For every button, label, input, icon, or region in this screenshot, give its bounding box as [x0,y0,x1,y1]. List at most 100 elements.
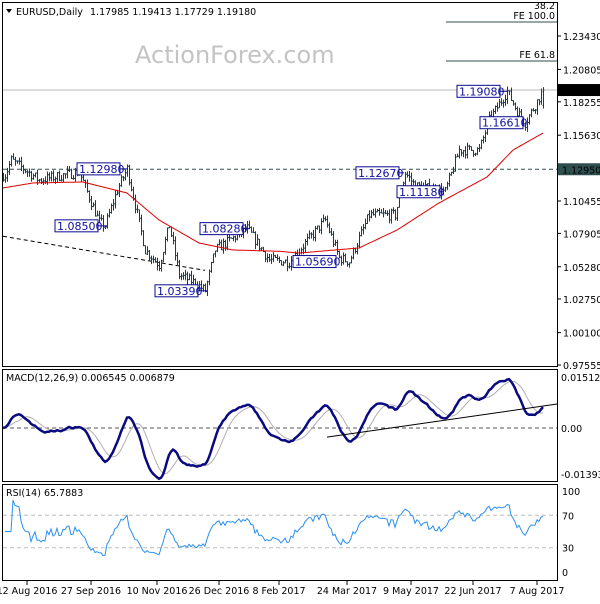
label-text: 1.11180 [399,186,445,199]
label-box [154,284,199,298]
price-bar [128,164,131,186]
price-bar [274,254,277,259]
price-bar [166,227,169,242]
price-bar [122,176,125,182]
price-bar [472,149,475,157]
price-bar [110,203,113,214]
price-bar [108,208,111,218]
fib-level-label: FE 100.0 [513,11,555,22]
price-axis-label: 1.18255 [563,98,600,109]
price-bar [496,102,499,112]
macd-signal-line [2,380,544,475]
price-bar [272,252,275,263]
price-bar [98,210,101,224]
price-axis-label: 1.20805 [563,65,600,76]
price-bar [348,262,351,268]
price-bar [144,245,147,255]
price-bar [72,175,75,180]
price-bar [32,173,35,180]
price-bar [374,208,377,218]
price-bar [60,174,63,182]
price-bar [162,251,165,263]
price-bar [42,178,45,185]
macd-axis-label: 0.01512 [561,373,600,384]
price-bar [230,237,233,239]
date-axis-label: 12 Aug 2016 [0,586,57,597]
price-bar [142,230,145,247]
price-bar [120,174,123,187]
price-bar [458,145,461,159]
price-bar [136,204,139,214]
date-axis-label: 9 May 2017 [383,586,439,597]
price-bar [252,227,255,234]
price-bar [476,147,479,156]
price-bar [528,114,531,125]
price-bar [426,183,429,186]
date-axis-label: 22 Jun 2017 [444,586,501,597]
price-bar [462,150,465,158]
price-bar [256,234,259,246]
price-bar [508,90,511,95]
label-box [355,166,400,180]
label-text: 1.12670 [358,167,404,180]
rsi-title: RSI(14) 65.7883 [6,488,83,499]
date-axis-label: 8 Feb 2017 [252,586,305,597]
swing-price-label: 1.19080 [456,84,508,98]
price-bar [536,99,539,115]
label-box [199,222,244,236]
collapse-triangle-icon[interactable] [6,9,12,13]
price-bar [188,273,191,281]
swing-price-label: 1.08280 [199,222,250,236]
price-bar [534,108,537,114]
price-bar [28,168,31,177]
price-bar [512,100,515,106]
price-bar [332,231,335,248]
price-bar [10,155,13,167]
price-bar [446,181,449,191]
rsi-axis-label: 0 [562,568,568,579]
price-bar [212,253,215,264]
price-bar [380,209,383,214]
label-box [456,84,501,98]
price-bar [404,171,407,187]
price-bar [38,179,41,183]
price-bar [288,262,291,269]
price-bar [134,194,137,214]
price-bar [264,251,267,263]
label-text: 1.12980 [79,163,125,176]
price-bar [232,235,235,242]
price-bar [468,144,471,151]
label-text: 1.03390 [157,285,203,298]
price-bar [304,238,307,253]
price-bar [364,218,367,230]
price-trendline [2,235,206,271]
price-bar [56,172,59,183]
price-bar [470,146,473,152]
price-panel-frame [2,2,558,367]
price-bar [90,195,93,211]
price-bar [336,239,339,255]
price-bar [118,182,121,197]
price-axis-label: 0.97555 [563,361,600,372]
price-bar [324,216,327,222]
price-bar [328,222,331,234]
price-bar [130,179,133,192]
price-bar [276,254,279,261]
macd-panel-frame [2,369,558,482]
price-bar [456,153,459,158]
price-bar [282,261,285,267]
price-bar [96,210,99,217]
price-bar [450,171,453,176]
level-price-value: 1.12950 [562,165,600,176]
price-bar [498,99,501,109]
swing-price-label: 1.03390 [154,284,207,298]
price-bar [452,166,455,174]
price-bar [316,225,319,230]
price-bar [464,146,467,159]
price-bar [442,186,445,196]
price-bar [542,87,545,109]
rsi-panel-frame [2,484,558,581]
price-bar [126,164,129,177]
price-bar [278,256,281,264]
